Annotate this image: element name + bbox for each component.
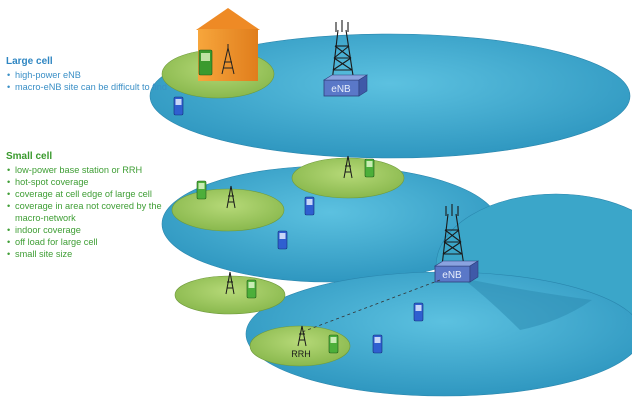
rrh-label: RRH [291, 349, 311, 359]
list-item: hot-spot coverage [6, 176, 174, 188]
small-antenna-1 [226, 185, 236, 209]
list-item: macro-eNB site can be difficult to find [6, 81, 174, 93]
enb-box-top [322, 74, 369, 97]
phone-icon-green-4 [328, 334, 339, 354]
list-item: small site size [6, 248, 174, 260]
list-item: coverage at cell edge of large cell [6, 188, 174, 200]
large-cell-bullets: high-power eNB macro-eNB site can be dif… [6, 69, 174, 93]
small-cell-rrh [249, 325, 351, 367]
small-cell-2 [291, 157, 405, 199]
phone-icon-green-2 [364, 158, 375, 178]
rrh-backhaul-link [301, 279, 441, 333]
macro-enb-tower-top [331, 20, 355, 83]
list-item: coverage in area not covered by the macr… [6, 200, 174, 224]
large-cell-panel: Large cell high-power eNB macro-eNB site… [6, 56, 174, 93]
phone-icon-blue-2 [304, 196, 315, 216]
small-cell-3 [174, 275, 286, 315]
small-cell-bullets: low-power base station or RRH hot-spot c… [6, 164, 174, 260]
small-cell-title: Small cell [6, 151, 53, 162]
phone-icon-green-3 [246, 279, 257, 299]
macro-enb-tower-right [441, 204, 465, 267]
cell-overlap-shade [462, 278, 592, 330]
list-item: off load for large cell [6, 236, 174, 248]
enb-box-right [433, 260, 480, 283]
list-item: indoor coverage [6, 224, 174, 236]
list-item: low-power base station or RRH [6, 164, 174, 176]
house-icon [196, 8, 260, 81]
list-item: high-power eNB [6, 69, 174, 81]
enb-label-top: eNB [331, 84, 351, 95]
phone-icon-blue-3 [277, 230, 288, 250]
phone-icon-blue-5 [372, 334, 383, 354]
enb-label-right: eNB [442, 270, 462, 281]
rrh-antenna [297, 325, 307, 347]
small-cell-1 [171, 188, 285, 232]
phone-icon-blue-4 [413, 302, 424, 322]
small-cell-panel: Small cell low-power base station or RRH… [6, 151, 174, 260]
large-cell-title: Large cell [6, 56, 53, 67]
small-antenna-2 [343, 155, 353, 179]
phone-icon-green-1 [196, 180, 207, 200]
phone-icon-blue-1 [173, 96, 184, 116]
small-antenna-3 [225, 271, 235, 295]
